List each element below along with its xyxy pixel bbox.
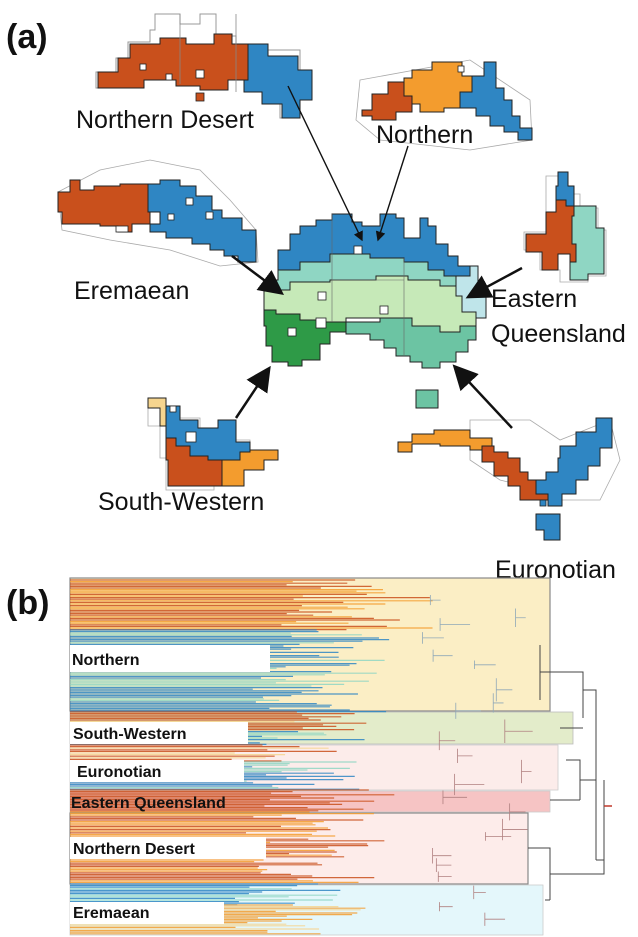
phylogenetic-tree (422, 595, 612, 926)
tree-branch (442, 790, 468, 805)
tree-branch (504, 719, 533, 743)
tree-branch (528, 780, 605, 901)
central-australia-map (263, 213, 487, 409)
tree-branch (439, 902, 453, 912)
eremaean-inset-map (57, 159, 259, 267)
tree-branch (509, 803, 526, 821)
tree-branch (439, 618, 471, 631)
clade-label-northern-desert: Northern Desert (73, 841, 195, 858)
tree-branch (521, 759, 532, 784)
northern-label: Northern (376, 121, 473, 149)
tree-branch (437, 871, 452, 882)
tree-branch (485, 832, 512, 841)
tree-branch (457, 748, 473, 763)
clade-label-euronotian: Euronotian (77, 764, 161, 781)
tree-branch (515, 608, 526, 627)
tree-branch (474, 660, 496, 670)
tree-branch (438, 731, 456, 751)
clade-label-south-western: South-Western (73, 726, 186, 743)
eastern-queensland-label-line2: Queensland (491, 320, 626, 348)
tree-branch (429, 595, 441, 606)
panel-a: (a) Northern Desert Northern (6, 13, 626, 584)
tree-branch (484, 912, 506, 926)
clade-label-northern: Northern (72, 652, 140, 669)
northern-desert-label: Northern Desert (76, 106, 254, 134)
clade-label-eremaean: Eremaean (73, 905, 150, 922)
tree-branch (432, 847, 452, 864)
euronotian-inset-map (397, 417, 621, 541)
clade-label-eastern-queensland: Eastern Queensland (71, 795, 226, 812)
northern-inset-map (355, 59, 533, 151)
panel-a-arrows (231, 85, 523, 429)
tree-branch (455, 702, 481, 719)
eastern-queensland-inset-map (523, 171, 607, 283)
panel-a-label: (a) (6, 18, 48, 56)
tree-branch (550, 759, 596, 801)
panel-b: (b) Northern South-Western Euronotian Ea… (6, 577, 612, 936)
tree-branch (422, 632, 444, 644)
eremaean-label: Eremaean (74, 277, 189, 305)
south-western-label: South-Western (98, 488, 264, 516)
panel-b-label: (b) (6, 584, 49, 622)
tree-branch (432, 649, 453, 662)
northern-desert-inset-map (95, 13, 313, 119)
tree-branch (454, 773, 485, 796)
eastern-queensland-label-line1: Eastern (491, 285, 577, 313)
clade-labels: Northern South-Western Euronotian Easter… (70, 645, 270, 924)
tree-branch (495, 678, 513, 702)
tree-branch (492, 693, 504, 713)
tree-branch (435, 858, 452, 873)
south-western-inset-map (147, 397, 279, 491)
tree-branch (539, 645, 597, 860)
tree-branch (473, 885, 486, 900)
